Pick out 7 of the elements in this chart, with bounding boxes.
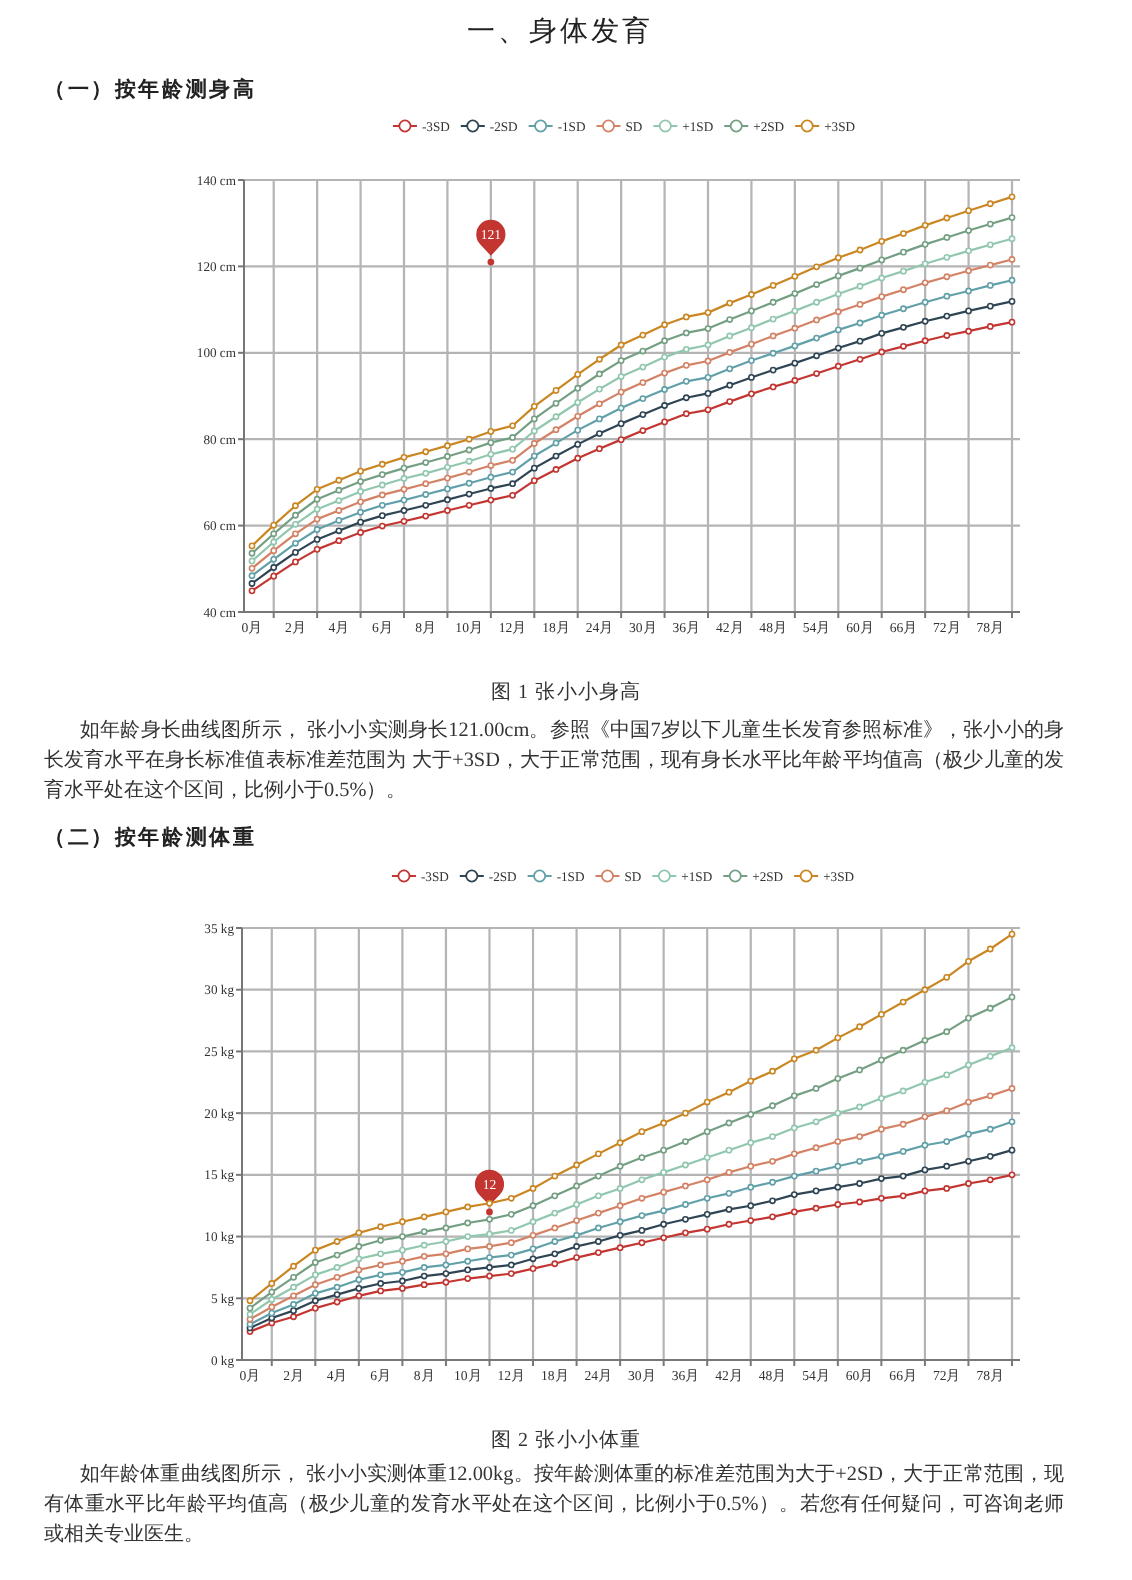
chart-title: 一、身体发育 xyxy=(465,14,655,52)
text: 如年龄身长曲线图所示， 张小小实测身长121.00cm。参照《中国7岁以下儿童生长发育参照标准》，张小小的身长发育水平在身长标准值表标准差范围为 大于+3SD，大于正常范围，现有身长水平比年龄平均值高（极少儿童的发育水平处在这个区间，比例小于0.5%）。 xyxy=(44,717,1064,806)
caption: 图 2 张小小体重 xyxy=(488,1428,644,1456)
chart-title: （二）按年龄测体重 xyxy=(44,824,257,854)
caption: 图 1 张小小身高 xyxy=(488,680,644,708)
chart-subtitle: （一）按年龄测身高 xyxy=(44,76,257,106)
text: 如年龄体重曲线图所示， 张小小实测体重12.00kg。按年龄测体重的标准差范围为大于+2SD，大于正常范围，现有体重水平比年龄平均值高（极少儿童的发育水平处在这个区间，比例小于0.5%）。若您有任何疑问，可咨询老师或相关专业医生。 xyxy=(44,1461,1064,1550)
